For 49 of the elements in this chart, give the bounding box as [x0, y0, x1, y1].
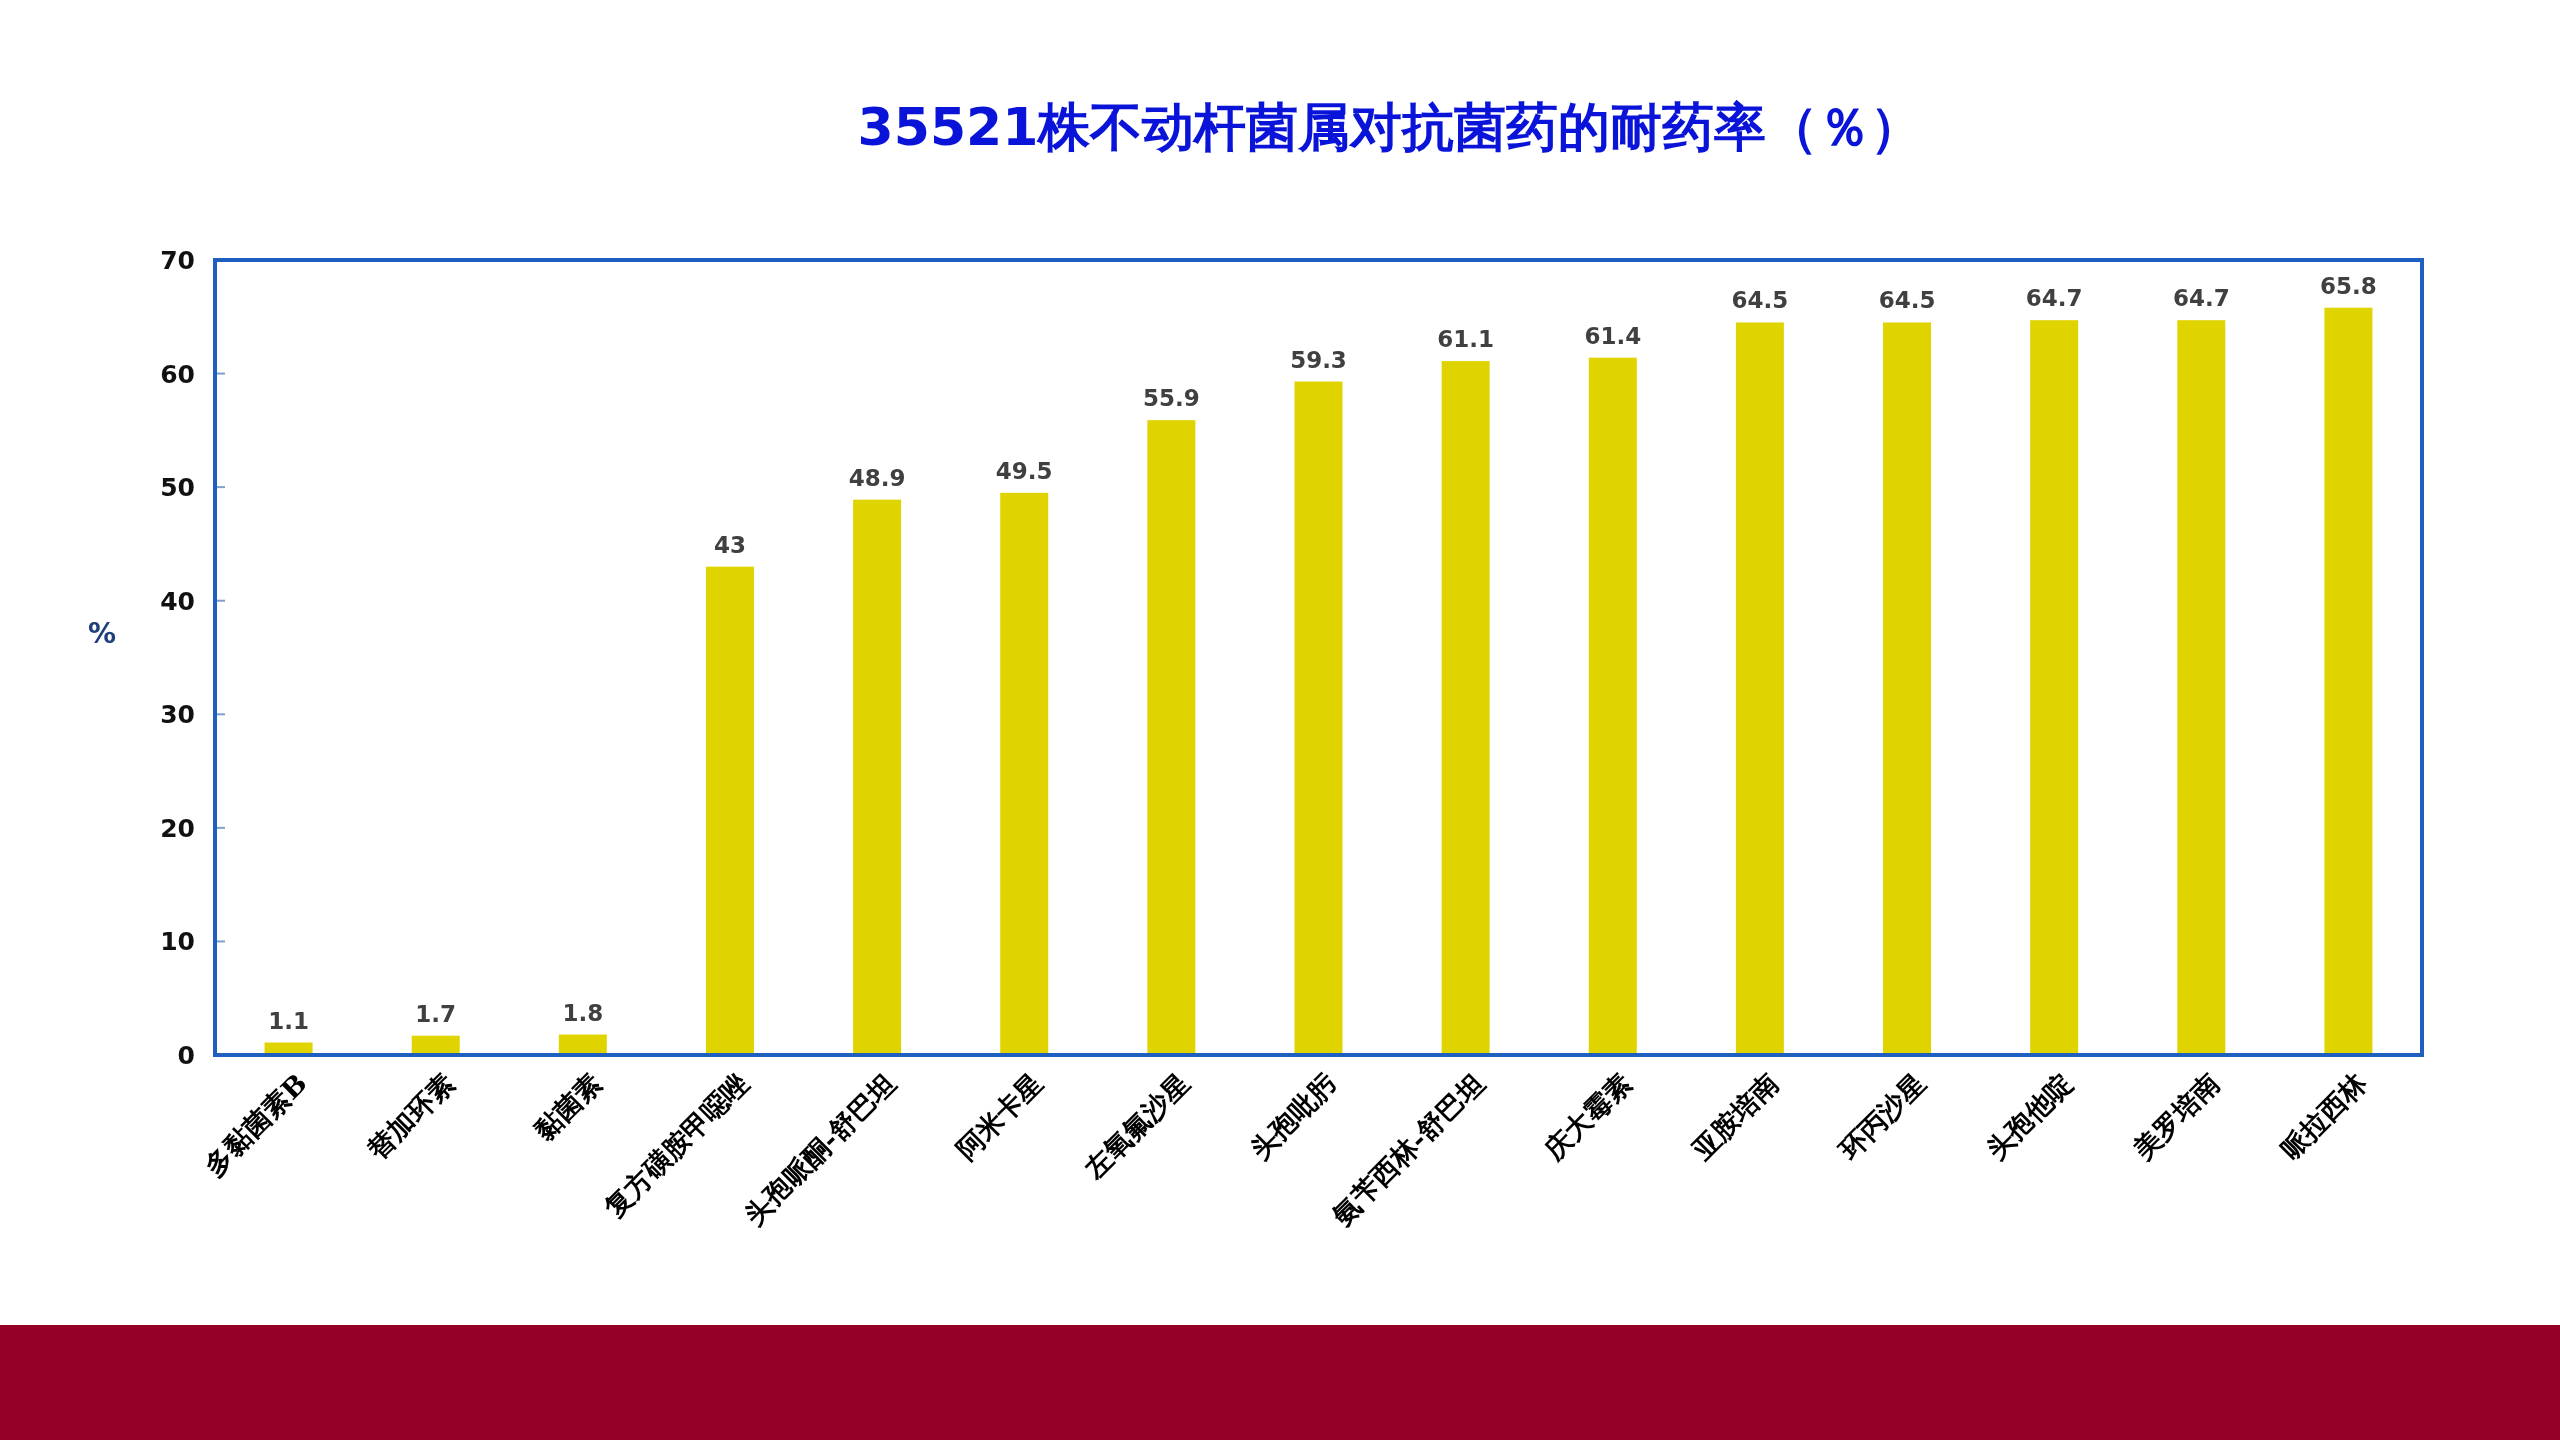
x-tick-label: 多黏菌素B — [198, 1067, 313, 1182]
bar — [1588, 357, 1637, 1055]
data-label: 64.5 — [1878, 287, 1936, 314]
x-tick-label: 左氧氟沙星 — [1077, 1067, 1196, 1186]
y-tick-label: 40 — [160, 586, 195, 616]
data-label: 64.7 — [2172, 285, 2230, 312]
y-tick-label: 0 — [177, 1041, 195, 1070]
x-tick-label: 环丙沙星 — [1832, 1067, 1932, 1167]
data-label: 61.1 — [1437, 326, 1495, 353]
bar — [1735, 322, 1784, 1055]
bar — [1000, 492, 1049, 1055]
data-label: 65.8 — [2320, 272, 2377, 299]
data-label: 1.7 — [415, 1000, 457, 1027]
chart-title: 35521株不动杆菌属对抗菌药的耐药率（％） — [857, 97, 1923, 157]
y-tick-label: 60 — [160, 359, 195, 389]
x-tick-label: 头孢他啶 — [1980, 1067, 2079, 1166]
data-label: 59.3 — [1290, 346, 1347, 373]
x-tick-label: 替加环素 — [360, 1067, 460, 1167]
data-label: 43 — [713, 531, 746, 558]
data-label: 61.4 — [1584, 322, 1642, 349]
x-tick-label: 美罗培南 — [2126, 1067, 2226, 1167]
y-tick-label: 20 — [160, 813, 195, 843]
bar — [1147, 420, 1196, 1055]
data-label: 64.7 — [2025, 285, 2083, 312]
y-tick-label: 70 — [160, 246, 195, 275]
x-tick-label: 哌拉西林 — [2274, 1066, 2374, 1166]
x-tick-label: 庆大霉素 — [1538, 1067, 1638, 1167]
y-tick-label: 50 — [160, 473, 195, 503]
data-label: 55.9 — [1142, 385, 1200, 412]
data-label: 49.5 — [995, 457, 1053, 484]
bar — [2030, 320, 2079, 1055]
bar — [705, 566, 754, 1055]
bar — [1294, 381, 1343, 1055]
x-tick-label: 头孢吡肟 — [1244, 1067, 1343, 1166]
x-tick-label: 亚胺培南 — [1685, 1067, 1785, 1167]
bar — [1441, 361, 1490, 1055]
bar — [853, 499, 902, 1055]
bar — [1883, 322, 1932, 1055]
bar — [2324, 307, 2373, 1055]
data-label: 48.9 — [848, 464, 906, 491]
x-tick-label: 黏菌素 — [527, 1067, 608, 1148]
data-label: 1.8 — [562, 999, 604, 1026]
y-tick-label: 10 — [160, 927, 195, 957]
data-label: 1.1 — [268, 1007, 309, 1034]
x-tick-label: 阿米卡星 — [950, 1067, 1049, 1166]
data-label: 64.5 — [1731, 287, 1789, 314]
bar — [2177, 320, 2226, 1055]
y-axis-title: % — [87, 617, 117, 650]
y-tick-label: 30 — [160, 700, 195, 730]
